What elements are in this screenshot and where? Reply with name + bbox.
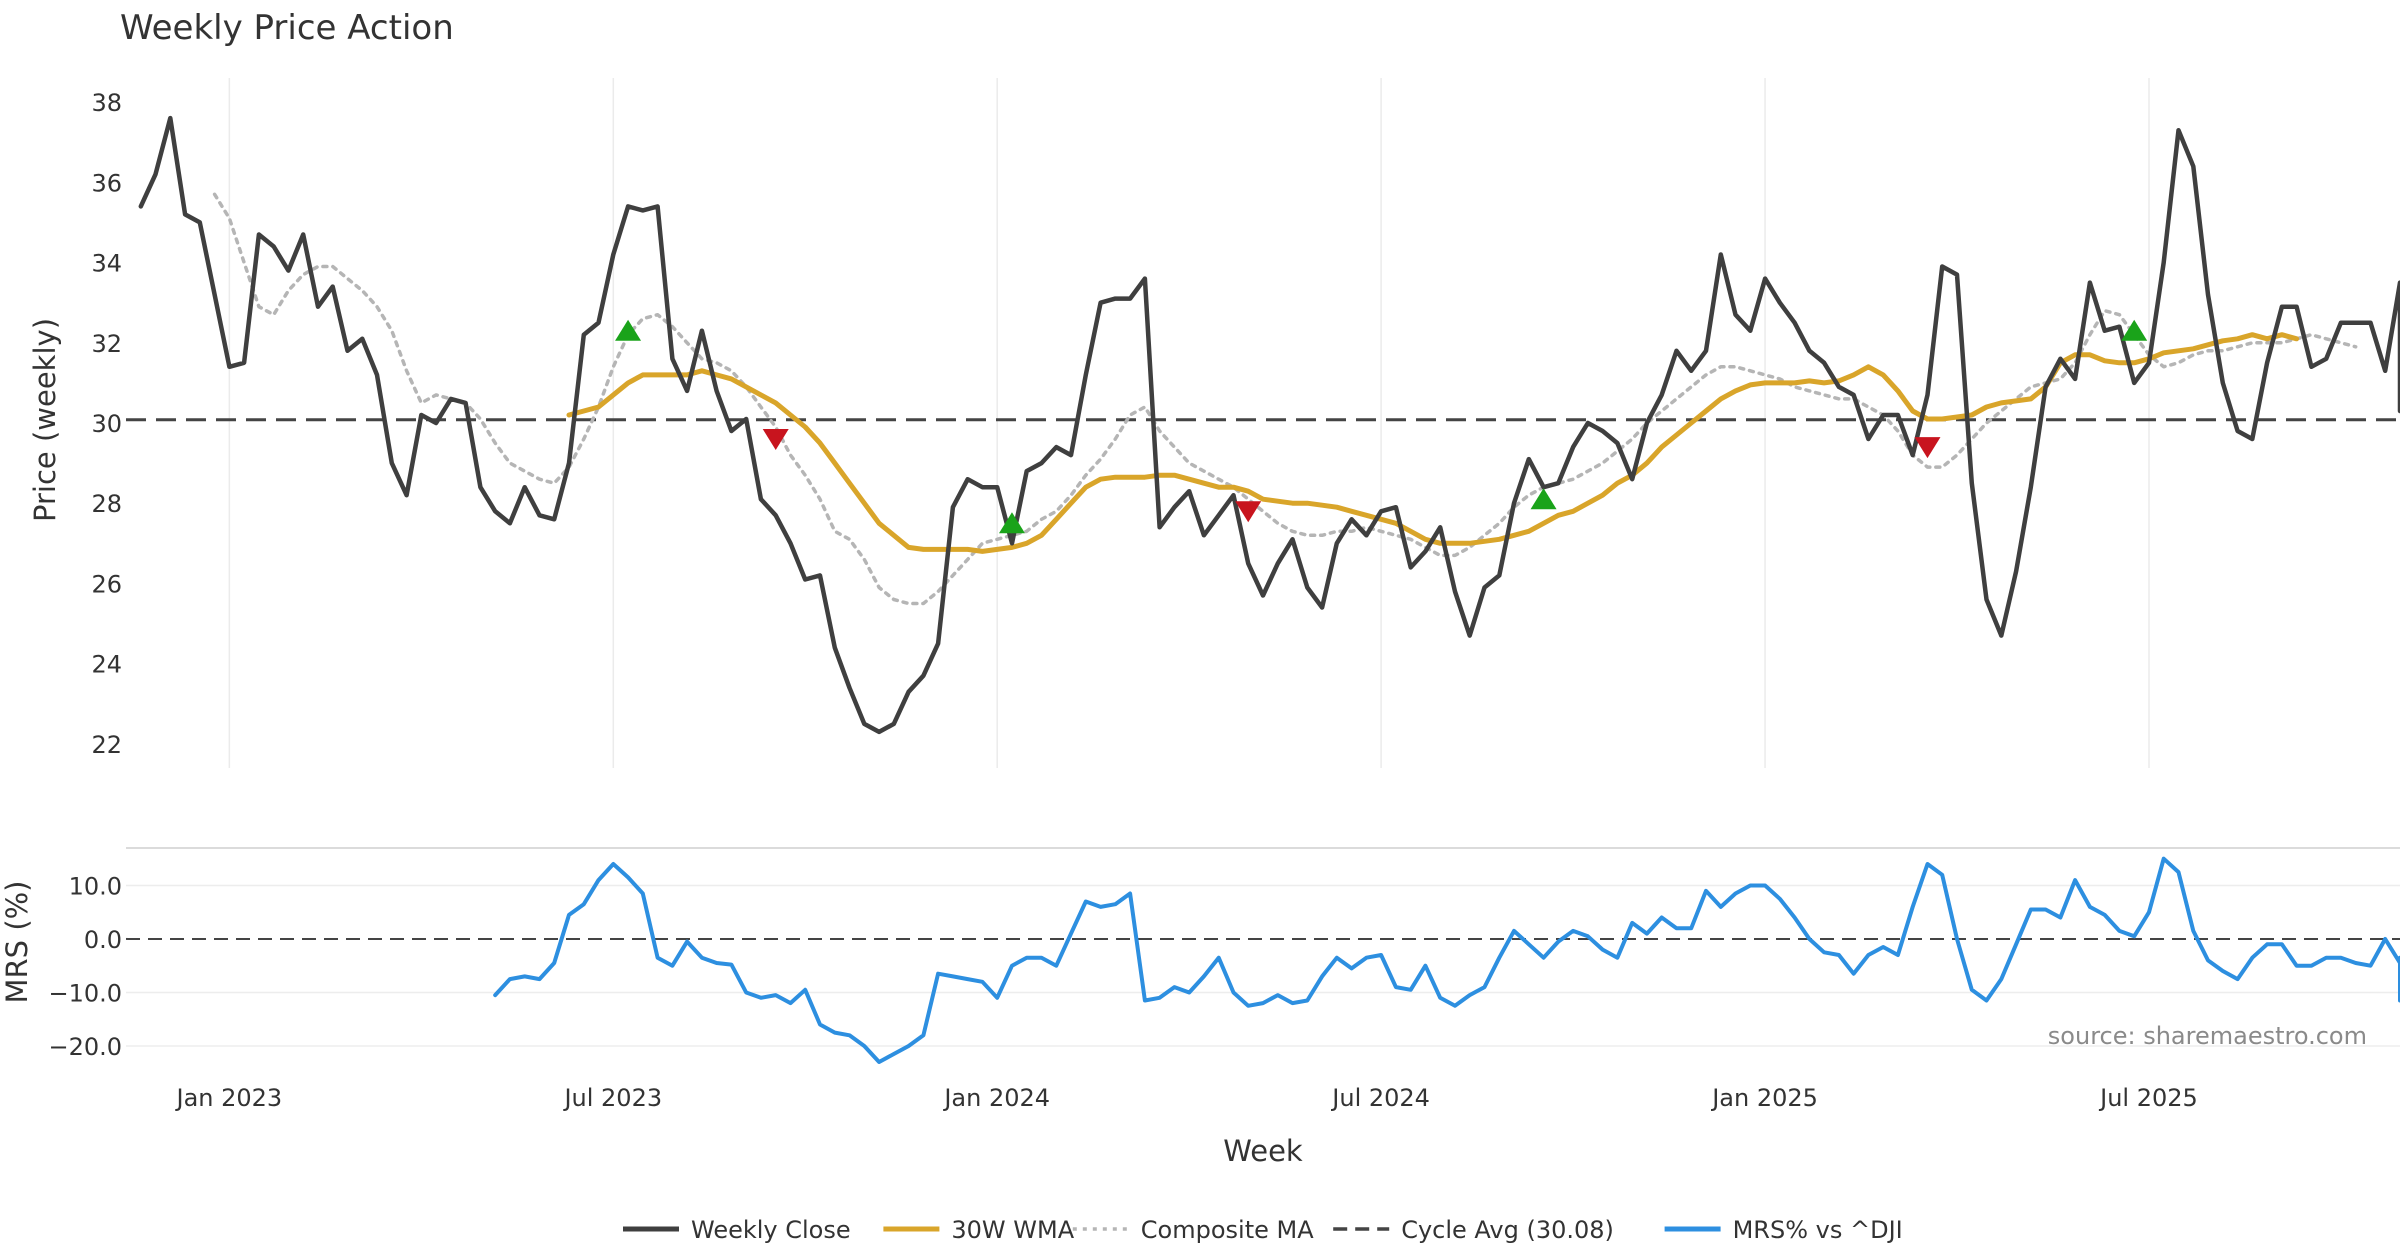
price-axis-label: Price (weekly)	[28, 318, 62, 522]
sell-signal-marker	[1235, 501, 1262, 523]
price-tick-label: 34	[91, 250, 122, 278]
mrs-grid	[126, 847, 2400, 1047]
price-grid	[228, 78, 2150, 768]
price-tick-label: 32	[91, 330, 122, 358]
x-tick-label: Jan 2025	[1710, 1084, 1818, 1112]
x-tick-label: Jul 2023	[562, 1084, 662, 1112]
mrs-axis-label: MRS (%)	[0, 881, 34, 1004]
source-note: source: sharemaestro.com	[2048, 1022, 2367, 1050]
price-tick-label: 38	[91, 89, 122, 117]
mrs-tick-label: −10.0	[48, 979, 122, 1007]
mrs-tick-label: 10.0	[69, 872, 122, 900]
sell-signal-marker	[1914, 437, 1941, 459]
mrs-tick-label: 0.0	[84, 926, 122, 954]
legend-label: Composite MA	[1141, 1216, 1314, 1244]
buy-signal-marker	[998, 512, 1025, 534]
legend-label: Weekly Close	[691, 1216, 851, 1244]
legend-label: 30W WMA	[951, 1216, 1074, 1244]
price-y-ticks: 22 24 26 28 30 32 34 36 38	[91, 89, 122, 759]
price-tick-label: 26	[91, 570, 122, 598]
price-tick-label: 24	[91, 651, 122, 679]
mrs-y-ticks: 10.0 0.0 −10.0 −20.0	[48, 872, 122, 1060]
buy-signal-marker	[615, 319, 642, 341]
signal-markers	[615, 319, 2148, 534]
legend: Weekly Close 30W WMA Composite MA Cycle Avg…	[623, 1216, 1903, 1244]
price-tick-label: 36	[91, 169, 122, 197]
legend-label: Cycle Avg (30.08)	[1401, 1216, 1614, 1244]
price-tick-label: 30	[91, 410, 122, 438]
mrs-tick-label: −20.0	[48, 1033, 122, 1061]
buy-signal-marker	[1530, 488, 1557, 510]
x-tick-label: Jan 2024	[942, 1084, 1050, 1112]
x-tick-label: Jul 2025	[2098, 1084, 2198, 1112]
x-ticks: Jan 2023 Jul 2023 Jan 2024 Jul 2024 Jan 2025…	[175, 1084, 2198, 1112]
price-tick-label: 22	[91, 731, 122, 759]
weekly-close-line	[138, 115, 2400, 735]
x-axis-label: Week	[1223, 1134, 1303, 1168]
composite-ma-line	[212, 192, 2358, 606]
legend-label: MRS% vs ^DJI	[1733, 1216, 1903, 1244]
x-tick-label: Jul 2024	[1330, 1084, 1430, 1112]
mrs-series	[126, 856, 2400, 1064]
x-tick-label: Jan 2023	[175, 1084, 283, 1112]
price-tick-label: 28	[91, 490, 122, 518]
mrs-line	[493, 856, 2400, 1064]
chart-title: Weekly Price Action	[120, 8, 454, 48]
buy-signal-marker	[2121, 319, 2148, 341]
sell-signal-marker	[762, 429, 789, 451]
price-series	[126, 115, 2400, 735]
